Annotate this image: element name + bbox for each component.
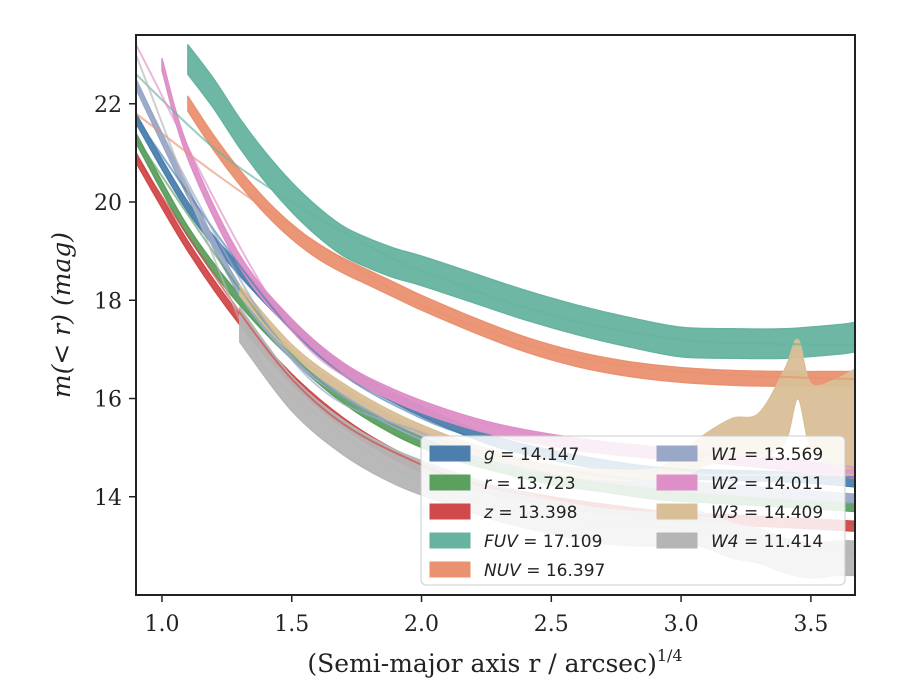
legend-label-w3: W3 = 14.409: [711, 503, 823, 523]
legend-label-g: g = 14.147: [484, 445, 579, 465]
x-axis-title-main: (Semi-major axis r / arcsec): [307, 649, 656, 678]
model-line-fuv: [136, 73, 855, 346]
legend-label-fuv: FUV = 17.109: [484, 532, 602, 552]
legend-label-w4: W4 = 11.414: [711, 532, 823, 552]
legend-swatch-z: [429, 503, 471, 520]
legend-series-name: z: [483, 503, 494, 523]
y-tick-label: 14: [94, 486, 122, 511]
legend-series-name: W3: [711, 503, 739, 523]
legend-series-value: = 11.414: [739, 532, 824, 552]
x-axis: 1.0 1.5 2.0 2.5 3.0 3.5: [144, 595, 828, 637]
legend-swatch-fuv: [429, 532, 471, 549]
legend-series-value: = 17.109: [518, 532, 603, 552]
y-tick-label: 22: [94, 93, 122, 118]
x-tick-label: 2.5: [534, 612, 569, 637]
legend-series-value: = 13.398: [493, 503, 578, 523]
legend-series-value: = 14.409: [739, 503, 824, 523]
legend-series-name: W2: [711, 474, 739, 494]
legend-swatch-w4: [656, 532, 698, 549]
x-tick-label: 3.0: [664, 612, 699, 637]
legend-swatch-nuv: [429, 561, 471, 578]
legend-label-nuv: NUV = 16.397: [484, 561, 605, 581]
legend-series-name: W4: [711, 532, 739, 552]
legend-series-name: r: [484, 474, 492, 494]
x-tick-label: 1.5: [274, 612, 309, 637]
series-band-nuv: [187, 95, 855, 388]
legend-series-value: = 13.569: [739, 445, 824, 465]
y-axis: 14 16 18 20 22: [94, 93, 136, 511]
x-tick-label: 2.0: [404, 612, 439, 637]
legend-series-name: FUV: [484, 532, 519, 552]
legend-series-value: = 16.397: [521, 561, 606, 581]
y-tick-label: 16: [94, 388, 122, 413]
y-axis-title: m(< r) (mag): [47, 232, 76, 398]
legend-label-w1: W1 = 13.569: [711, 445, 823, 465]
legend-swatch-w1: [656, 445, 698, 462]
legend-series-name: NUV: [484, 561, 522, 581]
series-band-fuv: [187, 44, 855, 360]
x-tick-label: 3.5: [793, 612, 828, 637]
legend-series-value: = 13.723: [491, 474, 576, 494]
legend-swatch-r: [429, 474, 471, 491]
plot-frame: [135, 34, 856, 596]
legend-series-name: g: [484, 445, 495, 465]
legend-label-z: z = 13.398: [483, 503, 577, 523]
x-axis-title-exponent: 1/4: [657, 646, 683, 665]
legend-series-value: = 14.011: [739, 474, 824, 494]
legend-series-name: W1: [711, 445, 739, 465]
legend-swatch-w2: [656, 474, 698, 491]
legend-label-r: r = 13.723: [484, 474, 576, 494]
legend-label-w2: W2 = 14.011: [711, 474, 823, 494]
legend-series-value: = 14.147: [495, 445, 580, 465]
y-tick-label: 20: [94, 191, 122, 216]
legend-swatch-w3: [656, 503, 698, 520]
x-tick-label: 1.0: [144, 612, 179, 637]
model-line-nuv: [136, 112, 855, 380]
legend-box: [420, 435, 846, 586]
x-axis-title: (Semi-major axis r / arcsec)1/4: [307, 646, 682, 678]
legend-swatch-g: [429, 445, 471, 462]
y-tick-label: 18: [94, 289, 122, 314]
